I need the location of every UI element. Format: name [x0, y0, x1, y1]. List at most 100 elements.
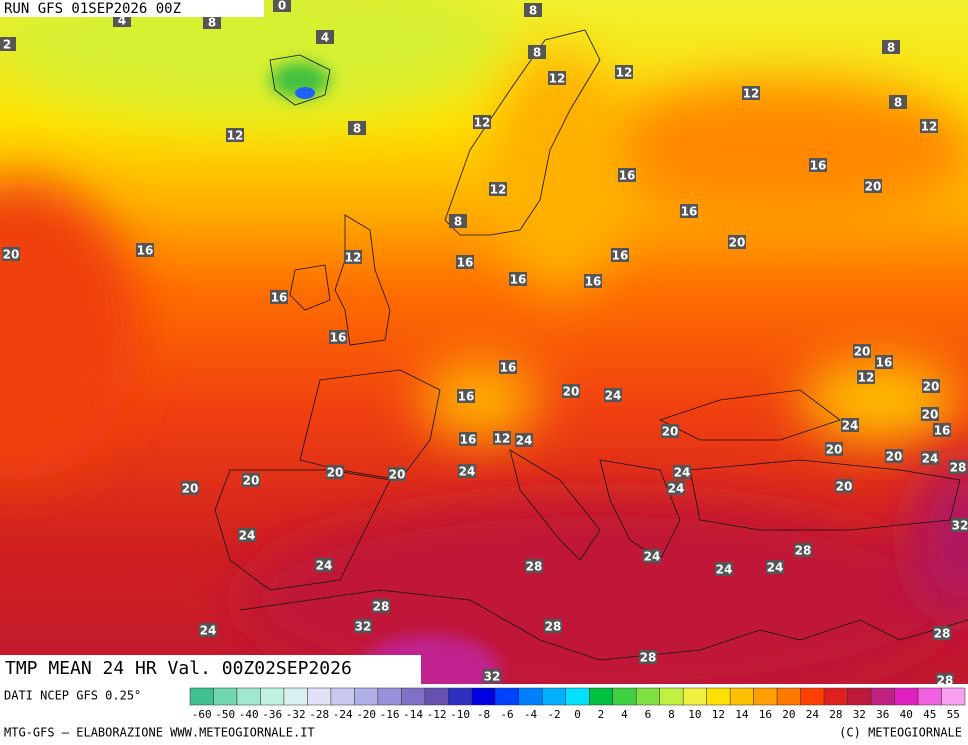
label-box	[825, 442, 843, 456]
contour-label: 12	[494, 432, 511, 446]
label-box	[742, 86, 760, 100]
label-box	[882, 40, 900, 54]
colorbar-swatch	[800, 687, 825, 706]
contour-label: 16	[458, 390, 475, 404]
colorbar-swatch	[659, 687, 684, 706]
contour-label: 20	[923, 380, 940, 394]
label-box	[226, 128, 244, 142]
colorbar-label: -4	[524, 708, 538, 721]
colorbar-label: 6	[645, 708, 652, 721]
colorbar-label: -40	[239, 708, 259, 721]
label-box	[456, 255, 474, 269]
run-label: RUN GFS 01SEP2026 00Z	[4, 1, 181, 17]
contour-label: 24	[239, 529, 256, 543]
contour-label: 28	[545, 620, 562, 634]
contour-label: 16	[681, 205, 698, 219]
run-box: RUN GFS 01SEP2026 00Z	[0, 0, 264, 17]
label-box	[639, 650, 657, 664]
label-box	[524, 3, 542, 17]
contour-label: 20	[886, 450, 903, 464]
source: DATI NCEP GFS 0.25°	[4, 689, 141, 703]
label-box	[611, 248, 629, 262]
colorbar-swatch	[823, 687, 848, 706]
label-box	[354, 619, 372, 633]
temperature-field	[0, 0, 968, 705]
title-box: TMP MEAN 24 HR Val. 00Z02SEP2026	[0, 655, 421, 684]
colorbar-swatch	[894, 687, 919, 706]
label-box	[136, 243, 154, 257]
colorbar-label: 14	[735, 708, 749, 721]
label-box	[920, 119, 938, 133]
colorbar-label: -2	[547, 708, 560, 721]
contour-label: 16	[612, 249, 629, 263]
colorbar-swatch	[588, 687, 613, 706]
contour-label: 12	[549, 72, 566, 86]
map-title: TMP MEAN 24 HR Val. 00Z02SEP2026	[5, 658, 352, 679]
contour-label: 24	[767, 561, 784, 575]
coastlines	[214, 29, 968, 661]
label-box	[0, 37, 16, 51]
colorbar-label: -32	[286, 708, 306, 721]
label-box	[841, 418, 859, 432]
contour-label: 20	[243, 474, 260, 488]
colorbar-swatch	[260, 687, 285, 706]
colorbar-label: -36	[262, 708, 282, 721]
label-box	[921, 451, 939, 465]
label-box	[515, 433, 533, 447]
colorbar-swatch	[847, 687, 872, 706]
colorbar-swatch	[236, 687, 261, 706]
contour-label: 16	[457, 256, 474, 270]
label-box	[933, 626, 951, 640]
contour-label: 20	[182, 482, 199, 496]
label-box	[618, 168, 636, 182]
label-box	[933, 423, 951, 437]
colorbar-swatch	[682, 687, 707, 706]
colorbar-swatch	[706, 687, 731, 706]
label-box	[584, 274, 602, 288]
colorbar-label: -20	[356, 708, 376, 721]
label-box	[936, 673, 954, 687]
label-box	[473, 115, 491, 129]
contour-label: 20	[563, 385, 580, 399]
contour-label: 8	[533, 46, 541, 60]
label-box	[875, 355, 893, 369]
contour-label: 8	[894, 96, 902, 110]
contour-label: 20	[826, 443, 843, 457]
contour-label: 16	[460, 433, 477, 447]
label-box	[388, 467, 406, 481]
label-box	[548, 71, 566, 85]
contour-label: 12	[743, 87, 760, 101]
contour-label: 16	[934, 424, 951, 438]
contour-label: 28	[640, 651, 657, 665]
label-box	[238, 528, 256, 542]
contour-label: 20	[922, 408, 939, 422]
colorbar-label: -14	[403, 708, 423, 721]
contour-label: 16	[510, 273, 527, 287]
label-box	[457, 389, 475, 403]
label-box	[372, 599, 390, 613]
colorbar-swatch	[283, 687, 308, 706]
label-box	[181, 481, 199, 495]
contour-label: 24	[605, 389, 622, 403]
colorbar-label: 24	[806, 708, 820, 721]
colorbar-label: -16	[380, 708, 400, 721]
contour-label: 16	[619, 169, 636, 183]
colorbar-swatch	[401, 687, 426, 706]
colorbar-label: 12	[712, 708, 725, 721]
label-box	[483, 669, 501, 683]
contour-label: 28	[526, 560, 543, 574]
label-box	[2, 247, 20, 261]
label-box	[270, 290, 288, 304]
contour-label: 8	[887, 41, 895, 55]
label-box	[885, 449, 903, 463]
contour-label: 24	[674, 466, 691, 480]
label-box	[562, 384, 580, 398]
colorbar-swatch	[377, 687, 402, 706]
label-box	[315, 558, 333, 572]
colorbar-swatch	[941, 687, 966, 706]
label-box	[922, 379, 940, 393]
colorbar-label: 36	[876, 708, 889, 721]
label-box	[203, 15, 221, 29]
